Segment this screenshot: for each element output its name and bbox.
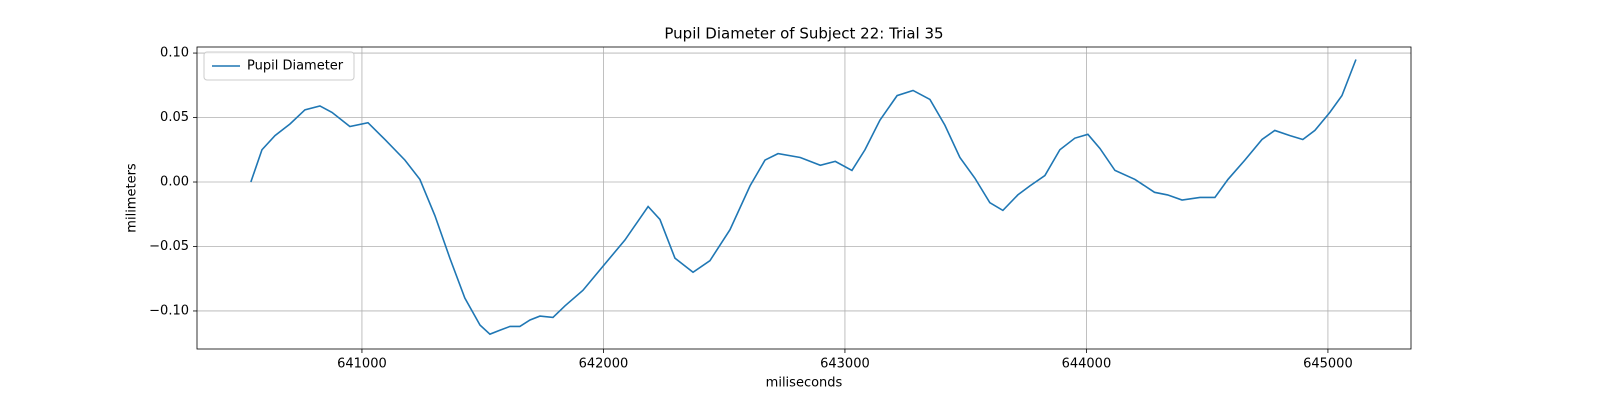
x-tick-label: 645000 [1303,357,1353,372]
x-axis-label: miliseconds [766,376,843,391]
x-tick-label: 644000 [1062,357,1112,372]
y-tick-label: −0.05 [149,239,189,254]
plot-frame [196,46,1412,350]
x-tick-label: 641000 [337,357,387,372]
y-axis-label: milimeters [125,163,140,233]
y-tick-label: 0.00 [160,175,189,190]
data-line [250,59,1357,336]
y-tick-label: −0.10 [149,303,189,318]
legend-box [203,51,355,81]
legend-label: Pupil Diameter [247,59,344,74]
y-tick-label: 0.10 [160,46,189,61]
chart-title: Pupil Diameter of Subject 22: Trial 35 [664,25,943,43]
x-tick-label: 643000 [820,357,870,372]
y-tick-label: 0.05 [160,110,189,125]
x-tick-label: 642000 [579,357,629,372]
